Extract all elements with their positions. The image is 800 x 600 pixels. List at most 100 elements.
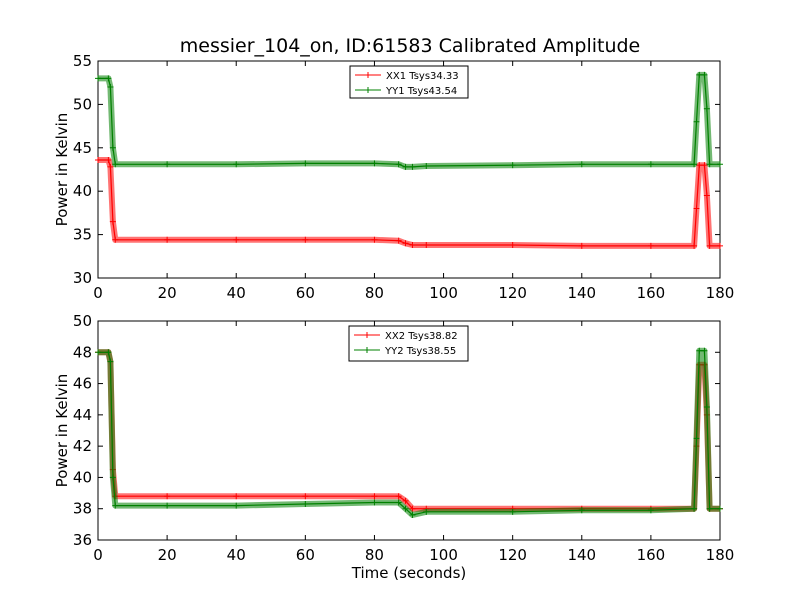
data-point-0-0-16 (691, 242, 698, 249)
x-tick-label-1-100: 100 (429, 546, 458, 564)
data-point-1-1-12 (423, 508, 430, 515)
data-point-1-0-8 (371, 493, 378, 500)
x-tick-label-0-120: 120 (498, 284, 527, 302)
data-point-1-0-5 (164, 493, 171, 500)
data-point-0-1-20 (703, 105, 710, 112)
x-tick-label-1-80: 80 (365, 546, 384, 564)
data-point-1-1-7 (302, 501, 309, 508)
x-tick-label-0-180: 180 (706, 284, 735, 302)
data-point-0-1-3 (109, 144, 116, 151)
data-point-0-1-10 (402, 163, 409, 170)
x-tick-label-0-100: 100 (429, 284, 458, 302)
bottom-legend: XX2 Tsys38.82 YY2 Tsys38.55 (348, 325, 469, 362)
x-tick-label-1-20: 20 (158, 546, 177, 564)
top-panel: 0 20 40 60 80 100 120 140 160 180 30 35 40 45 50 55 Pow… (53, 52, 734, 302)
data-point-0-1-4 (112, 161, 119, 168)
y-tick-label-1-42: 42 (73, 437, 92, 455)
y-tick-label-1-44: 44 (73, 406, 92, 424)
x-axis-label: Time (seconds) (351, 564, 467, 582)
data-point-0-0-15 (647, 242, 654, 249)
x-tick-label-1-160: 160 (637, 546, 666, 564)
x-tick-label-1-40: 40 (227, 546, 246, 564)
data-point-0-0-9 (395, 237, 402, 244)
data-point-1-1-9 (395, 499, 402, 506)
y-tick-label-1-40: 40 (73, 468, 92, 486)
data-point-1-1-8 (371, 499, 378, 506)
top-y-axis-label: Power in Kelvin (53, 113, 71, 227)
y-tick-label-0-45: 45 (73, 139, 92, 157)
x-tick-label-0-0: 0 (93, 284, 103, 302)
data-point-1-1-11 (409, 511, 416, 518)
data-point-0-1-19 (701, 71, 708, 78)
y-tick-label-1-38: 38 (73, 500, 92, 518)
data-point-0-1-12 (423, 163, 430, 170)
data-point-0-1-16 (691, 161, 698, 168)
data-point-1-1-6 (233, 502, 240, 509)
bottom-panel: 0 20 40 60 80 100 120 140 160 180 36 38 40 42 44 46 48 50… (53, 312, 734, 582)
data-point-1-1-1 (105, 349, 112, 356)
x-tick-label-1-60: 60 (296, 546, 315, 564)
data-point-0-0-18 (696, 162, 703, 169)
data-point-1-1-17 (693, 435, 700, 442)
data-point-0-1-21 (706, 161, 713, 168)
data-point-0-0-17 (693, 205, 700, 212)
data-point-0-1-15 (647, 161, 654, 168)
legend-label-yy1: YY1 Tsys43.54 (385, 86, 457, 97)
x-tick-label-1-0: 0 (93, 546, 103, 564)
data-point-0-0-12 (423, 242, 430, 249)
data-point-0-0-6 (233, 236, 240, 243)
data-point-0-1-2 (107, 84, 114, 91)
data-point-1-1-18 (696, 347, 703, 354)
x-tick-label-0-80: 80 (365, 284, 384, 302)
y-tick-label-0-50: 50 (73, 95, 92, 113)
data-point-1-1-4 (112, 502, 119, 509)
x-tick-label-0-140: 140 (567, 284, 596, 302)
x-tick-label-0-20: 20 (158, 284, 177, 302)
top-legend: XX1 Tsys34.33 YY1 Tsys43.54 (349, 65, 469, 99)
data-point-0-0-19 (701, 162, 708, 169)
y-tick-label-1-46: 46 (73, 375, 92, 393)
x-tick-label-1-120: 120 (498, 546, 527, 564)
y-tick-label-1-50: 50 (73, 312, 92, 330)
data-point-0-0-5 (164, 236, 171, 243)
data-point-0-1-5 (164, 161, 171, 168)
data-point-0-0-11 (409, 242, 416, 249)
data-point-0-1-7 (302, 160, 309, 167)
legend-label-xx1: XX1 Tsys34.33 (386, 71, 459, 82)
data-point-1-1-2 (107, 358, 114, 365)
bottom-y-axis-label: Power in Kelvin (53, 374, 71, 488)
data-point-0-1-14 (578, 161, 585, 168)
data-point-0-0-10 (402, 240, 409, 247)
data-point-0-0-0 (95, 156, 101, 163)
y-tick-label-1-36: 36 (73, 531, 92, 549)
data-point-1-1-14 (578, 507, 585, 514)
x-tick-label-1-140: 140 (567, 546, 596, 564)
x-tick-label-0-40: 40 (227, 284, 246, 302)
data-point-1-0-7 (302, 493, 309, 500)
top-axis-ticks: 0 20 40 60 80 100 120 140 160 180 30 35 40 45 50 55 (73, 52, 734, 302)
data-point-0-1-17 (693, 118, 700, 125)
top-series-group (95, 71, 723, 249)
data-point-0-1-11 (409, 163, 416, 170)
data-point-1-0-9 (395, 493, 402, 500)
y-tick-label-0-35: 35 (73, 226, 92, 244)
bottom-plot-frame (97, 320, 721, 541)
top-plot-frame (97, 60, 721, 279)
data-point-0-0-1 (105, 156, 112, 163)
data-point-0-0-2 (107, 163, 114, 170)
data-point-1-1-21 (706, 505, 713, 512)
data-point-0-0-13 (509, 242, 516, 249)
data-point-0-1-0 (95, 75, 101, 82)
legend-label-yy2: YY2 Tsys38.55 (384, 346, 456, 357)
data-point-1-1-20 (703, 404, 710, 411)
data-point-0-1-18 (696, 71, 703, 78)
y-tick-label-0-30: 30 (73, 269, 92, 287)
y-tick-label-1-48: 48 (73, 343, 92, 361)
data-point-1-1-22 (717, 505, 723, 512)
data-point-0-1-6 (233, 161, 240, 168)
data-point-0-0-21 (706, 242, 713, 249)
data-point-0-0-14 (578, 242, 585, 249)
bottom-legend-box (348, 325, 469, 362)
data-point-0-1-1 (105, 75, 112, 82)
